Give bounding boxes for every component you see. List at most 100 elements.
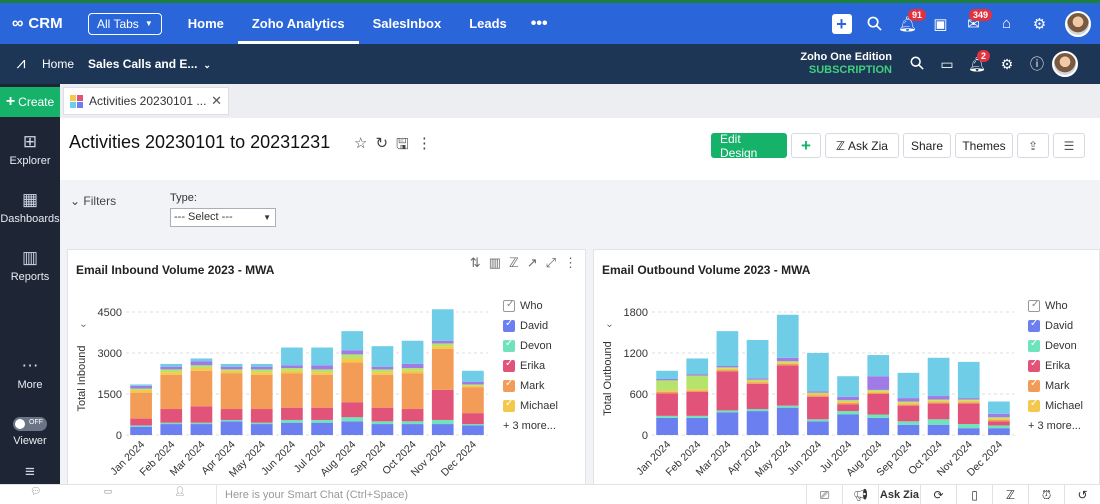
bar-segment[interactable] — [957, 399, 980, 401]
bar-segment[interactable] — [220, 366, 243, 370]
bar-segment[interactable] — [927, 403, 950, 420]
bar-segment[interactable] — [927, 357, 950, 397]
bar-segment[interactable] — [311, 369, 333, 373]
bar-segment[interactable] — [897, 398, 920, 402]
bar-segment[interactable] — [160, 363, 183, 367]
bar-segment[interactable] — [462, 385, 484, 388]
bar-segment[interactable] — [462, 370, 484, 382]
bar-segment[interactable] — [401, 363, 424, 369]
bar-segment[interactable] — [686, 415, 709, 418]
bar-segment[interactable] — [250, 424, 273, 435]
bar-segment[interactable] — [867, 394, 890, 415]
bar-segment[interactable] — [716, 410, 739, 413]
bar-segment[interactable] — [656, 391, 678, 394]
bar-segment[interactable] — [957, 428, 980, 435]
legend-item[interactable]: Michael — [1028, 396, 1083, 416]
bar-segment[interactable] — [341, 354, 364, 359]
open-external-icon[interactable]: ↗ — [526, 255, 538, 270]
bar-segment[interactable] — [837, 402, 859, 405]
bar-segment[interactable] — [807, 353, 829, 392]
bar-segment[interactable] — [431, 348, 454, 390]
document-tab[interactable]: Activities 20230101 ... ✕ — [63, 87, 229, 115]
history-icon[interactable]: ↺ — [1064, 485, 1100, 504]
bar-segment[interactable] — [716, 365, 739, 368]
export-button[interactable]: ⇪ — [1017, 133, 1049, 158]
bar-segment[interactable] — [746, 411, 769, 435]
bar-segment[interactable] — [716, 368, 739, 371]
share-button[interactable]: Share — [903, 133, 951, 158]
bar-segment[interactable] — [371, 372, 394, 375]
bar-segment[interactable] — [957, 398, 980, 400]
bar-segment[interactable] — [988, 419, 1010, 422]
bar-segment[interactable] — [957, 402, 980, 404]
bar-segment[interactable] — [776, 365, 799, 406]
bar-segment[interactable] — [807, 396, 829, 420]
bar-segment[interactable] — [957, 403, 980, 425]
bar-segment[interactable] — [716, 370, 739, 372]
bar-segment[interactable] — [837, 411, 859, 415]
bar-segment[interactable] — [401, 373, 424, 410]
bar-segment[interactable] — [656, 370, 678, 379]
subscription-link[interactable]: SUBSCRIPTION — [808, 64, 892, 76]
bar-segment[interactable] — [431, 309, 454, 341]
bar-segment[interactable] — [776, 357, 799, 362]
bar-segment[interactable] — [867, 414, 890, 418]
bar-segment[interactable] — [371, 424, 394, 435]
calendar-button[interactable]: ▣ — [924, 3, 957, 44]
bar-segment[interactable] — [867, 417, 890, 435]
bar-segment[interactable] — [988, 417, 1010, 419]
bar-segment[interactable] — [716, 367, 739, 369]
notifications-button[interactable]: 🔔︎ 91 — [891, 3, 926, 44]
bar-segment[interactable] — [190, 365, 213, 369]
type-filter-select[interactable]: --- Select --- ▼ — [170, 208, 276, 227]
zia-icon[interactable]: ℤ — [992, 485, 1028, 504]
bar-segment[interactable] — [897, 421, 920, 425]
bar-segment[interactable] — [220, 370, 243, 374]
bar-segment[interactable] — [897, 424, 920, 435]
bar-segment[interactable] — [130, 425, 152, 427]
bar-segment[interactable] — [401, 370, 424, 374]
bar-segment[interactable] — [311, 422, 333, 435]
bar-segment[interactable] — [401, 409, 424, 422]
kebab-menu-icon[interactable]: ⋮ — [416, 135, 432, 152]
themes-button[interactable]: Themes — [955, 133, 1013, 158]
legend-item[interactable]: Devon — [1028, 336, 1083, 356]
bar-segment[interactable] — [130, 389, 152, 393]
bar-segment[interactable] — [401, 368, 424, 371]
bar-segment[interactable] — [130, 384, 152, 386]
zia-insights-icon[interactable]: ℤ — [509, 255, 519, 270]
bar-segment[interactable] — [220, 369, 243, 371]
bar-segment[interactable] — [716, 331, 739, 366]
bar-segment[interactable] — [837, 404, 859, 412]
legend-item[interactable]: Michael — [503, 396, 558, 416]
bar-segment[interactable] — [837, 400, 859, 402]
sort-icon[interactable]: ⇅ — [469, 255, 481, 270]
bar-segment[interactable] — [431, 419, 454, 425]
axis-toggle-icon[interactable]: › — [604, 324, 615, 327]
comment-button[interactable]: ☰ — [1053, 133, 1085, 158]
bar-segment[interactable] — [656, 378, 678, 381]
channels-shortcut[interactable]: ▭ — [72, 485, 144, 504]
chart-type-icon[interactable]: ▥ — [488, 255, 501, 270]
bar-segment[interactable] — [431, 346, 454, 349]
analytics-settings-button[interactable]: ⚙ — [992, 56, 1022, 73]
legend-item[interactable]: Mark — [503, 376, 558, 396]
bar-segment[interactable] — [281, 373, 303, 408]
bar-segment[interactable] — [686, 391, 709, 416]
bar-segment[interactable] — [656, 417, 678, 435]
bar-segment[interactable] — [371, 369, 394, 373]
help-button[interactable]: ⓘ — [1022, 54, 1052, 74]
bar-segment[interactable] — [281, 422, 303, 435]
legend-item[interactable]: Erika — [1028, 356, 1083, 376]
profile-button[interactable] — [1056, 3, 1100, 44]
bar-segment[interactable] — [837, 414, 859, 436]
bar-segment[interactable] — [431, 389, 454, 420]
bar-segment[interactable] — [776, 362, 799, 364]
analytics-home-link[interactable]: Home — [42, 57, 75, 71]
axis-toggle-icon[interactable]: › — [78, 324, 89, 327]
crm-logo[interactable]: ∞ CRM — [12, 15, 88, 33]
legend-more-link[interactable]: + 3 more... — [1028, 420, 1081, 432]
rail-item-reports[interactable]: ▥ Reports — [0, 248, 60, 283]
bar-segment[interactable] — [371, 346, 394, 367]
bar-segment[interactable] — [686, 389, 709, 391]
